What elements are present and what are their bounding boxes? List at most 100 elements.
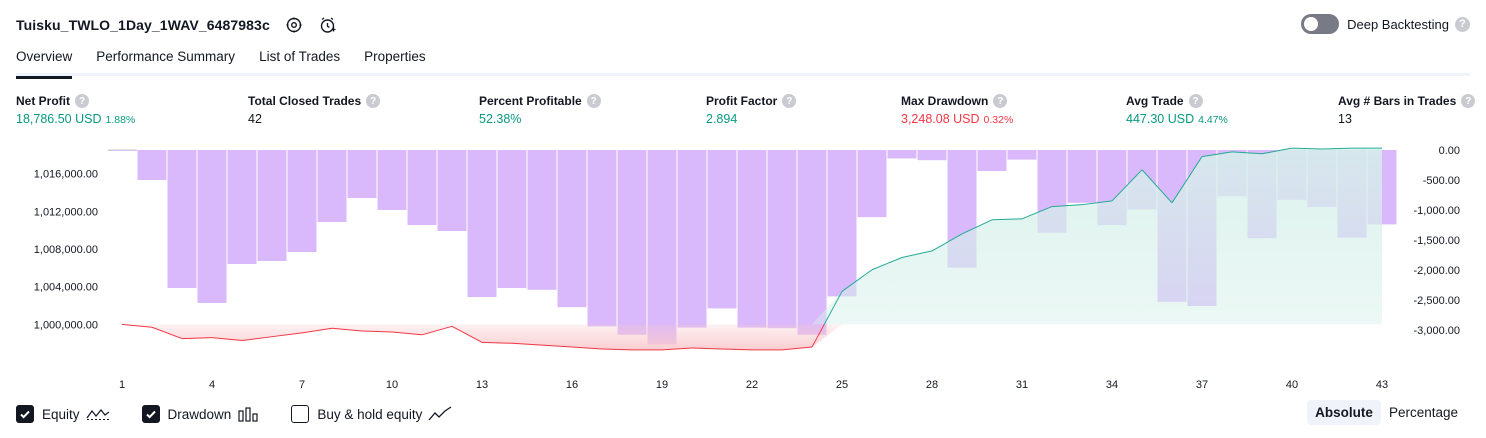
equity-line-segment — [1051, 204, 1083, 208]
metric-label: Avg Trade — [1126, 94, 1184, 108]
equity-line-segment — [301, 327, 333, 334]
equity-line-segment — [1141, 169, 1173, 204]
drawdown-bar — [407, 150, 437, 225]
metric-max-drawdown: Max Drawdown? 3,248.08 USD 0.32% — [901, 94, 1013, 126]
x-axis-tick-label: 10 — [386, 379, 398, 391]
left-axis-tick-label: 1,012,000.00 — [34, 206, 98, 218]
metric-value: 18,786.50 USD — [16, 112, 102, 126]
info-icon[interactable]: ? — [586, 94, 601, 108]
equity-loss-area — [122, 324, 1382, 350]
left-axis-tick-label: 1,000,000.00 — [34, 319, 98, 331]
drawdown-bar — [227, 150, 257, 264]
equity-line-segment — [1291, 147, 1323, 150]
metric-label: Percent Profitable — [479, 94, 582, 108]
display-mode-switch: Absolute Percentage — [1307, 400, 1466, 425]
info-icon[interactable]: ? — [993, 94, 1008, 108]
drawdown-bar — [197, 150, 227, 303]
tab-overview[interactable]: Overview — [16, 44, 73, 79]
legend-drawdown[interactable]: Drawdown — [141, 405, 260, 423]
metric-avg-bars: Avg # Bars in Trades? 13 — [1338, 94, 1476, 126]
equity-line-icon — [86, 406, 110, 422]
tab-list-of-trades[interactable]: List of Trades — [259, 49, 341, 64]
equity-line-segment — [481, 341, 513, 344]
help-icon[interactable]: ? — [1455, 16, 1470, 32]
equity-drawdown-chart[interactable]: 1,016,000.00 1,012,000.00 1,008,000.00 1,00… — [0, 140, 1486, 398]
x-axis-tick-label: 7 — [299, 379, 305, 391]
tab-performance-summary[interactable]: Performance Summary — [96, 49, 236, 64]
legend-buy-hold[interactable]: Buy & hold equity — [291, 405, 452, 423]
drawdown-bar — [347, 150, 377, 198]
equity-line-segment — [1261, 147, 1293, 155]
left-axis-tick-label: 1,008,000.00 — [34, 244, 98, 256]
x-axis-tick-label: 16 — [566, 379, 578, 391]
equity-line-segment — [1321, 147, 1353, 150]
buy-hold-checkbox[interactable] — [291, 405, 310, 423]
equity-line-segment — [841, 269, 873, 292]
equity-checkbox[interactable] — [16, 405, 34, 423]
drawdown-bar — [1067, 150, 1097, 203]
equity-line-segment — [811, 324, 825, 348]
metric-value: 447.30 USD — [1126, 112, 1195, 126]
info-icon[interactable]: ? — [366, 94, 381, 108]
equity-line-segment — [1111, 169, 1143, 202]
chart-legend: Equity Drawdown Buy & hold equity — [16, 402, 484, 426]
x-axis-tick-label: 37 — [1196, 379, 1208, 391]
x-axis-tick-label: 1 — [119, 379, 125, 391]
equity-line-segment — [961, 219, 993, 235]
metric-total-closed-trades: Total Closed Trades? 42 — [248, 94, 381, 126]
left-axis-tick-label: 1,016,000.00 — [34, 169, 98, 181]
drawdown-checkbox[interactable] — [141, 405, 160, 423]
tab-properties[interactable]: Properties — [364, 49, 426, 64]
equity-line-segment — [901, 250, 933, 258]
equity-line-segment — [661, 347, 693, 351]
metric-percent: 4.47% — [1198, 114, 1228, 126]
metric-label: Avg # Bars in Trades — [1338, 94, 1457, 108]
buy-hold-line-icon — [428, 406, 452, 422]
drawdown-bar — [617, 150, 647, 335]
drawdown-bar — [737, 150, 767, 328]
drawdown-bar — [587, 150, 617, 327]
equity-line-segment — [421, 325, 453, 336]
equity-line-segment — [181, 337, 213, 340]
toggle-knob — [1304, 17, 1319, 31]
equity-line-segment — [121, 323, 153, 328]
equity-line-segment — [931, 233, 963, 252]
drawdown-bar — [317, 150, 347, 222]
equity-line-segment — [991, 218, 1023, 221]
deep-backtesting-toggle[interactable] — [1301, 14, 1340, 34]
mode-absolute-button[interactable]: Absolute — [1307, 400, 1381, 425]
info-icon[interactable]: ? — [782, 94, 797, 108]
equity-line-segment — [1021, 206, 1053, 220]
drawdown-bar — [887, 150, 917, 159]
legend-label: Equity — [42, 406, 80, 422]
equity-line-segment — [211, 337, 243, 341]
drawdown-bar — [257, 150, 287, 261]
info-icon[interactable]: ? — [1461, 94, 1476, 108]
settings-gear-icon[interactable] — [284, 15, 304, 35]
info-icon[interactable]: ? — [75, 94, 89, 108]
drawdown-bar — [467, 150, 497, 297]
legend-label: Drawdown — [167, 406, 232, 422]
drawdown-bar — [677, 150, 707, 328]
right-axis-tick-label: -2,000.00 — [1414, 265, 1460, 277]
legend-equity[interactable]: Equity — [16, 405, 110, 423]
metric-value: 3,248.08 USD — [901, 112, 980, 126]
left-axis-tick-label: 1,004,000.00 — [34, 282, 98, 294]
equity-profit-area — [122, 148, 1382, 325]
equity-line-segment — [541, 344, 573, 348]
add-alert-clock-icon[interactable] — [318, 15, 338, 35]
x-axis-tick-label: 22 — [746, 379, 758, 391]
metric-profit-factor: Profit Factor? 2.894 — [706, 94, 797, 126]
metric-value: 52.38% — [479, 112, 522, 126]
equity-line-segment — [361, 330, 393, 333]
equity-line-segment — [511, 342, 543, 346]
mode-percentage-button[interactable]: Percentage — [1388, 405, 1458, 420]
info-icon[interactable]: ? — [1188, 94, 1203, 108]
equity-line-segment — [871, 257, 903, 271]
equity-line-segment — [271, 332, 303, 338]
drawdown-bar — [167, 150, 197, 288]
metric-percent-profitable: Percent Profitable? 52.38% — [479, 94, 601, 126]
drawdown-bar — [377, 150, 407, 210]
metric-value: 42 — [248, 112, 262, 126]
legend-label: Buy & hold equity — [317, 406, 423, 422]
